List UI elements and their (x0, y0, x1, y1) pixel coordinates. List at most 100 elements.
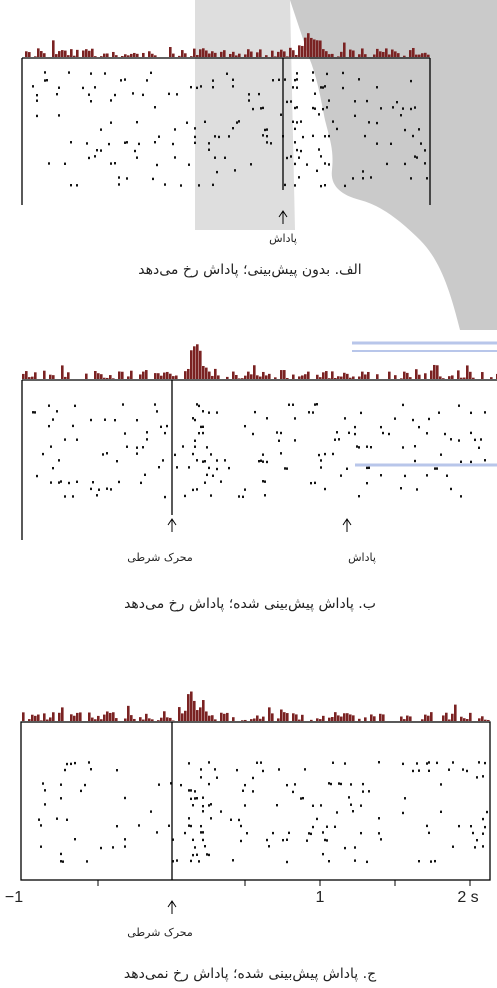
spike (166, 424, 168, 428)
spike (62, 860, 64, 863)
spike (484, 459, 486, 462)
histogram-bar (421, 719, 424, 721)
spike (240, 824, 242, 828)
spike (64, 438, 66, 441)
spike (244, 804, 246, 807)
histogram-bar (157, 720, 160, 721)
histogram-bar (199, 49, 202, 57)
spike (174, 453, 176, 457)
spike (196, 86, 198, 90)
spike (90, 768, 92, 771)
histogram-bar (256, 375, 259, 379)
spike (354, 432, 356, 436)
histogram-bar (397, 53, 400, 57)
spike (262, 106, 264, 110)
spike (250, 163, 252, 166)
histogram-bar (358, 54, 361, 57)
spike (74, 761, 76, 765)
spike (36, 93, 38, 97)
spike (142, 93, 144, 97)
histogram-bar (430, 712, 433, 721)
spike (278, 768, 280, 771)
spike (412, 418, 414, 422)
histogram-bar (301, 375, 304, 379)
spike (50, 481, 52, 484)
histogram-bar (223, 50, 226, 57)
spike (380, 425, 382, 429)
histogram-bar (421, 53, 424, 57)
spike (72, 495, 74, 498)
histogram-bar (76, 712, 79, 721)
spike (314, 403, 316, 406)
spike (286, 860, 288, 864)
histogram-bar (265, 55, 268, 57)
spike (140, 481, 142, 485)
spike (208, 782, 210, 786)
spike (428, 769, 430, 773)
histogram-bar (382, 51, 385, 57)
spike (312, 106, 314, 110)
spike (242, 495, 244, 499)
histogram-bar (37, 48, 40, 57)
histogram-bar (226, 376, 229, 379)
spike (200, 85, 202, 88)
spike (190, 797, 192, 801)
spike (292, 86, 294, 89)
spike (294, 417, 296, 420)
histogram-bar (211, 51, 214, 57)
histogram-bar (376, 48, 379, 57)
spike (448, 768, 450, 771)
arrow (342, 518, 352, 532)
spike (146, 79, 148, 82)
histogram-bar (418, 374, 421, 379)
spike (104, 418, 106, 421)
spike (328, 163, 330, 166)
spike (184, 831, 186, 835)
spike (204, 460, 206, 463)
histogram-bar (244, 719, 247, 721)
spike (124, 796, 126, 800)
spike (324, 162, 326, 165)
histogram-bar (196, 344, 199, 379)
spike (216, 170, 218, 174)
spike (292, 403, 294, 406)
histogram-bar (283, 712, 286, 721)
histogram-bar (319, 719, 322, 721)
spike (68, 71, 70, 74)
histogram-bar (145, 370, 148, 379)
histogram-bar (406, 715, 409, 721)
histogram-bar (316, 40, 319, 57)
spike (348, 796, 350, 799)
spike (284, 467, 286, 470)
spike (86, 142, 88, 145)
histogram-bar (310, 719, 313, 721)
spike (376, 121, 378, 125)
spike (474, 846, 476, 849)
histogram-bar (343, 713, 346, 721)
spike (60, 852, 62, 856)
histogram-bar (49, 717, 52, 721)
histogram-bar (364, 717, 367, 721)
spike (164, 183, 166, 186)
spike (224, 156, 226, 159)
spike (376, 86, 378, 89)
spike (196, 797, 198, 800)
spike (60, 860, 62, 863)
histogram-bar (166, 371, 169, 379)
spike (38, 818, 40, 821)
histogram-bar (238, 53, 241, 57)
spike (474, 438, 476, 442)
histogram-bar (481, 716, 484, 721)
spike (192, 452, 194, 456)
histogram-bar (277, 718, 280, 721)
histogram-bar (55, 54, 58, 57)
histogram-bar (424, 714, 427, 721)
spike (328, 782, 330, 785)
spike (484, 761, 486, 765)
histogram-bar (310, 37, 313, 57)
histogram-bar (442, 378, 445, 379)
spike (334, 825, 336, 829)
spike (162, 459, 164, 462)
spike (92, 481, 94, 484)
spike (380, 107, 382, 110)
